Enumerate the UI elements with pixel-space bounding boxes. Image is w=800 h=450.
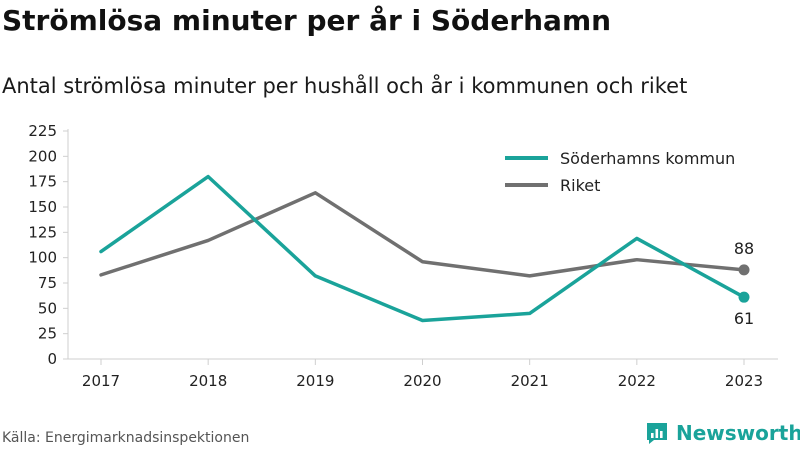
y-tick-label: 150	[28, 198, 57, 216]
x-tick-label: 2019	[296, 372, 334, 390]
y-tick-label: 125	[28, 223, 57, 241]
y-tick-label: 0	[47, 350, 57, 368]
brand-logo: Newsworthy	[644, 420, 800, 446]
series-line	[99, 191, 746, 278]
y-tick-label: 225	[28, 122, 57, 140]
x-tick-label: 2022	[618, 372, 656, 390]
legend-label: Riket	[560, 176, 600, 195]
y-tick-label: 200	[28, 147, 57, 165]
y-tick-label: 25	[38, 325, 57, 343]
legend-label: Söderhamns kommun	[560, 149, 735, 168]
chart-title: Strömlösa minuter per år i Söderhamn	[2, 4, 612, 37]
x-tick-label: 2020	[403, 372, 441, 390]
end-value-label: 88	[734, 239, 754, 258]
series-line	[99, 174, 746, 323]
x-tick-label: 2023	[725, 372, 763, 390]
y-tick-label: 50	[38, 299, 57, 317]
end-value-label: 61	[734, 309, 754, 328]
y-tick-label: 75	[38, 274, 57, 292]
series-endpoint	[738, 291, 750, 303]
series-endpoint	[738, 264, 750, 276]
x-tick-label: 2018	[189, 372, 227, 390]
x-tick-label: 2017	[82, 372, 120, 390]
newsworthy-logo-icon	[647, 423, 667, 444]
y-tick-label: 100	[28, 249, 57, 267]
y-tick-label: 175	[28, 173, 57, 191]
chart-subtitle: Antal strömlösa minuter per hushåll och …	[2, 74, 688, 98]
source-note: Källa: Energimarknadsinspektionen	[2, 430, 250, 446]
brand-name: Newsworthy	[676, 421, 800, 445]
x-tick-label: 2021	[511, 372, 549, 390]
